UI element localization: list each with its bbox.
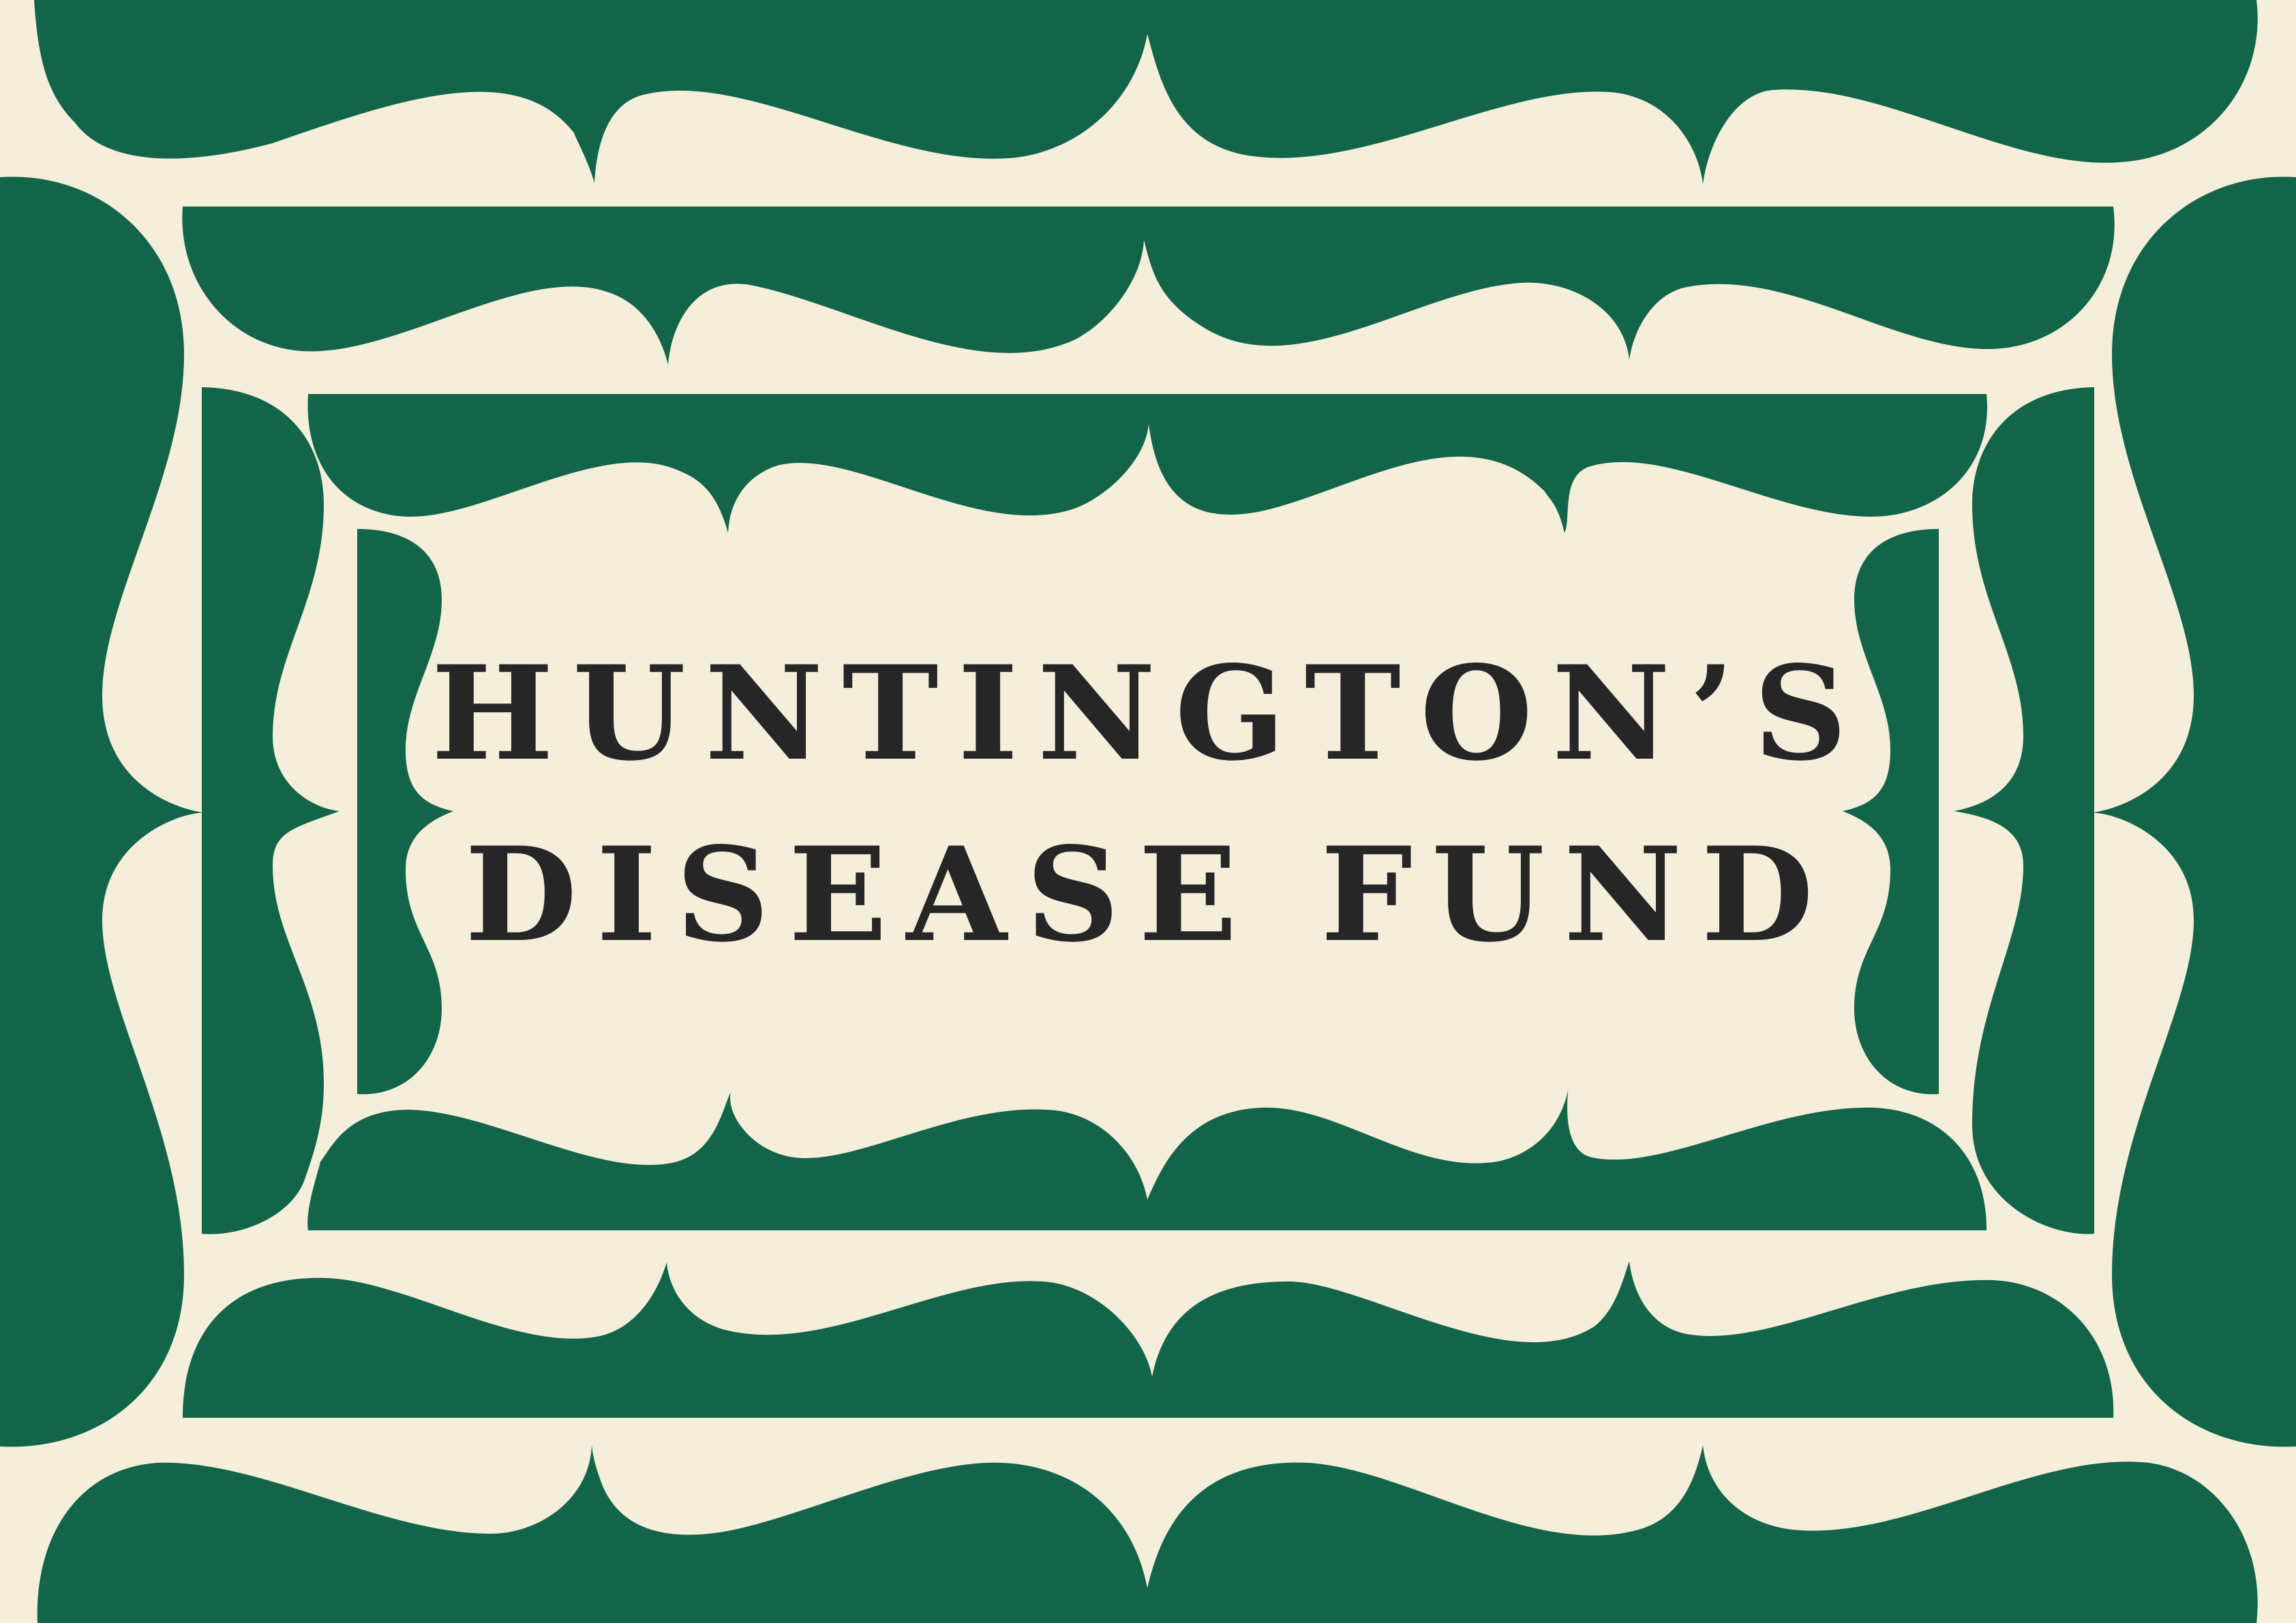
logo-line-1: HUNTINGTON’S — [431, 637, 1867, 789]
frame-band-top-outer — [34, 0, 2258, 184]
frame-column-right-outer — [2093, 177, 2296, 1447]
frame-column-left-outer — [0, 177, 203, 1447]
frame-column-left-inner — [202, 387, 339, 1234]
frame-band-bottom-inner — [183, 1261, 2114, 1418]
frame-band-bottom-outer — [37, 1445, 2258, 1623]
frame-band-inner-bottom — [307, 1091, 1987, 1230]
logo-line-2: DISEASE FUND — [464, 819, 1833, 971]
frame-band-inner-top — [307, 394, 1987, 533]
frame-column-right-inner — [1954, 387, 2094, 1234]
frame-column-left-panel — [357, 529, 453, 1095]
frame-column-right-panel — [1843, 529, 1939, 1095]
frame-band-top-inner — [182, 207, 2115, 365]
logo-text: HUNTINGTON’S DISEASE FUND — [432, 613, 1861, 995]
